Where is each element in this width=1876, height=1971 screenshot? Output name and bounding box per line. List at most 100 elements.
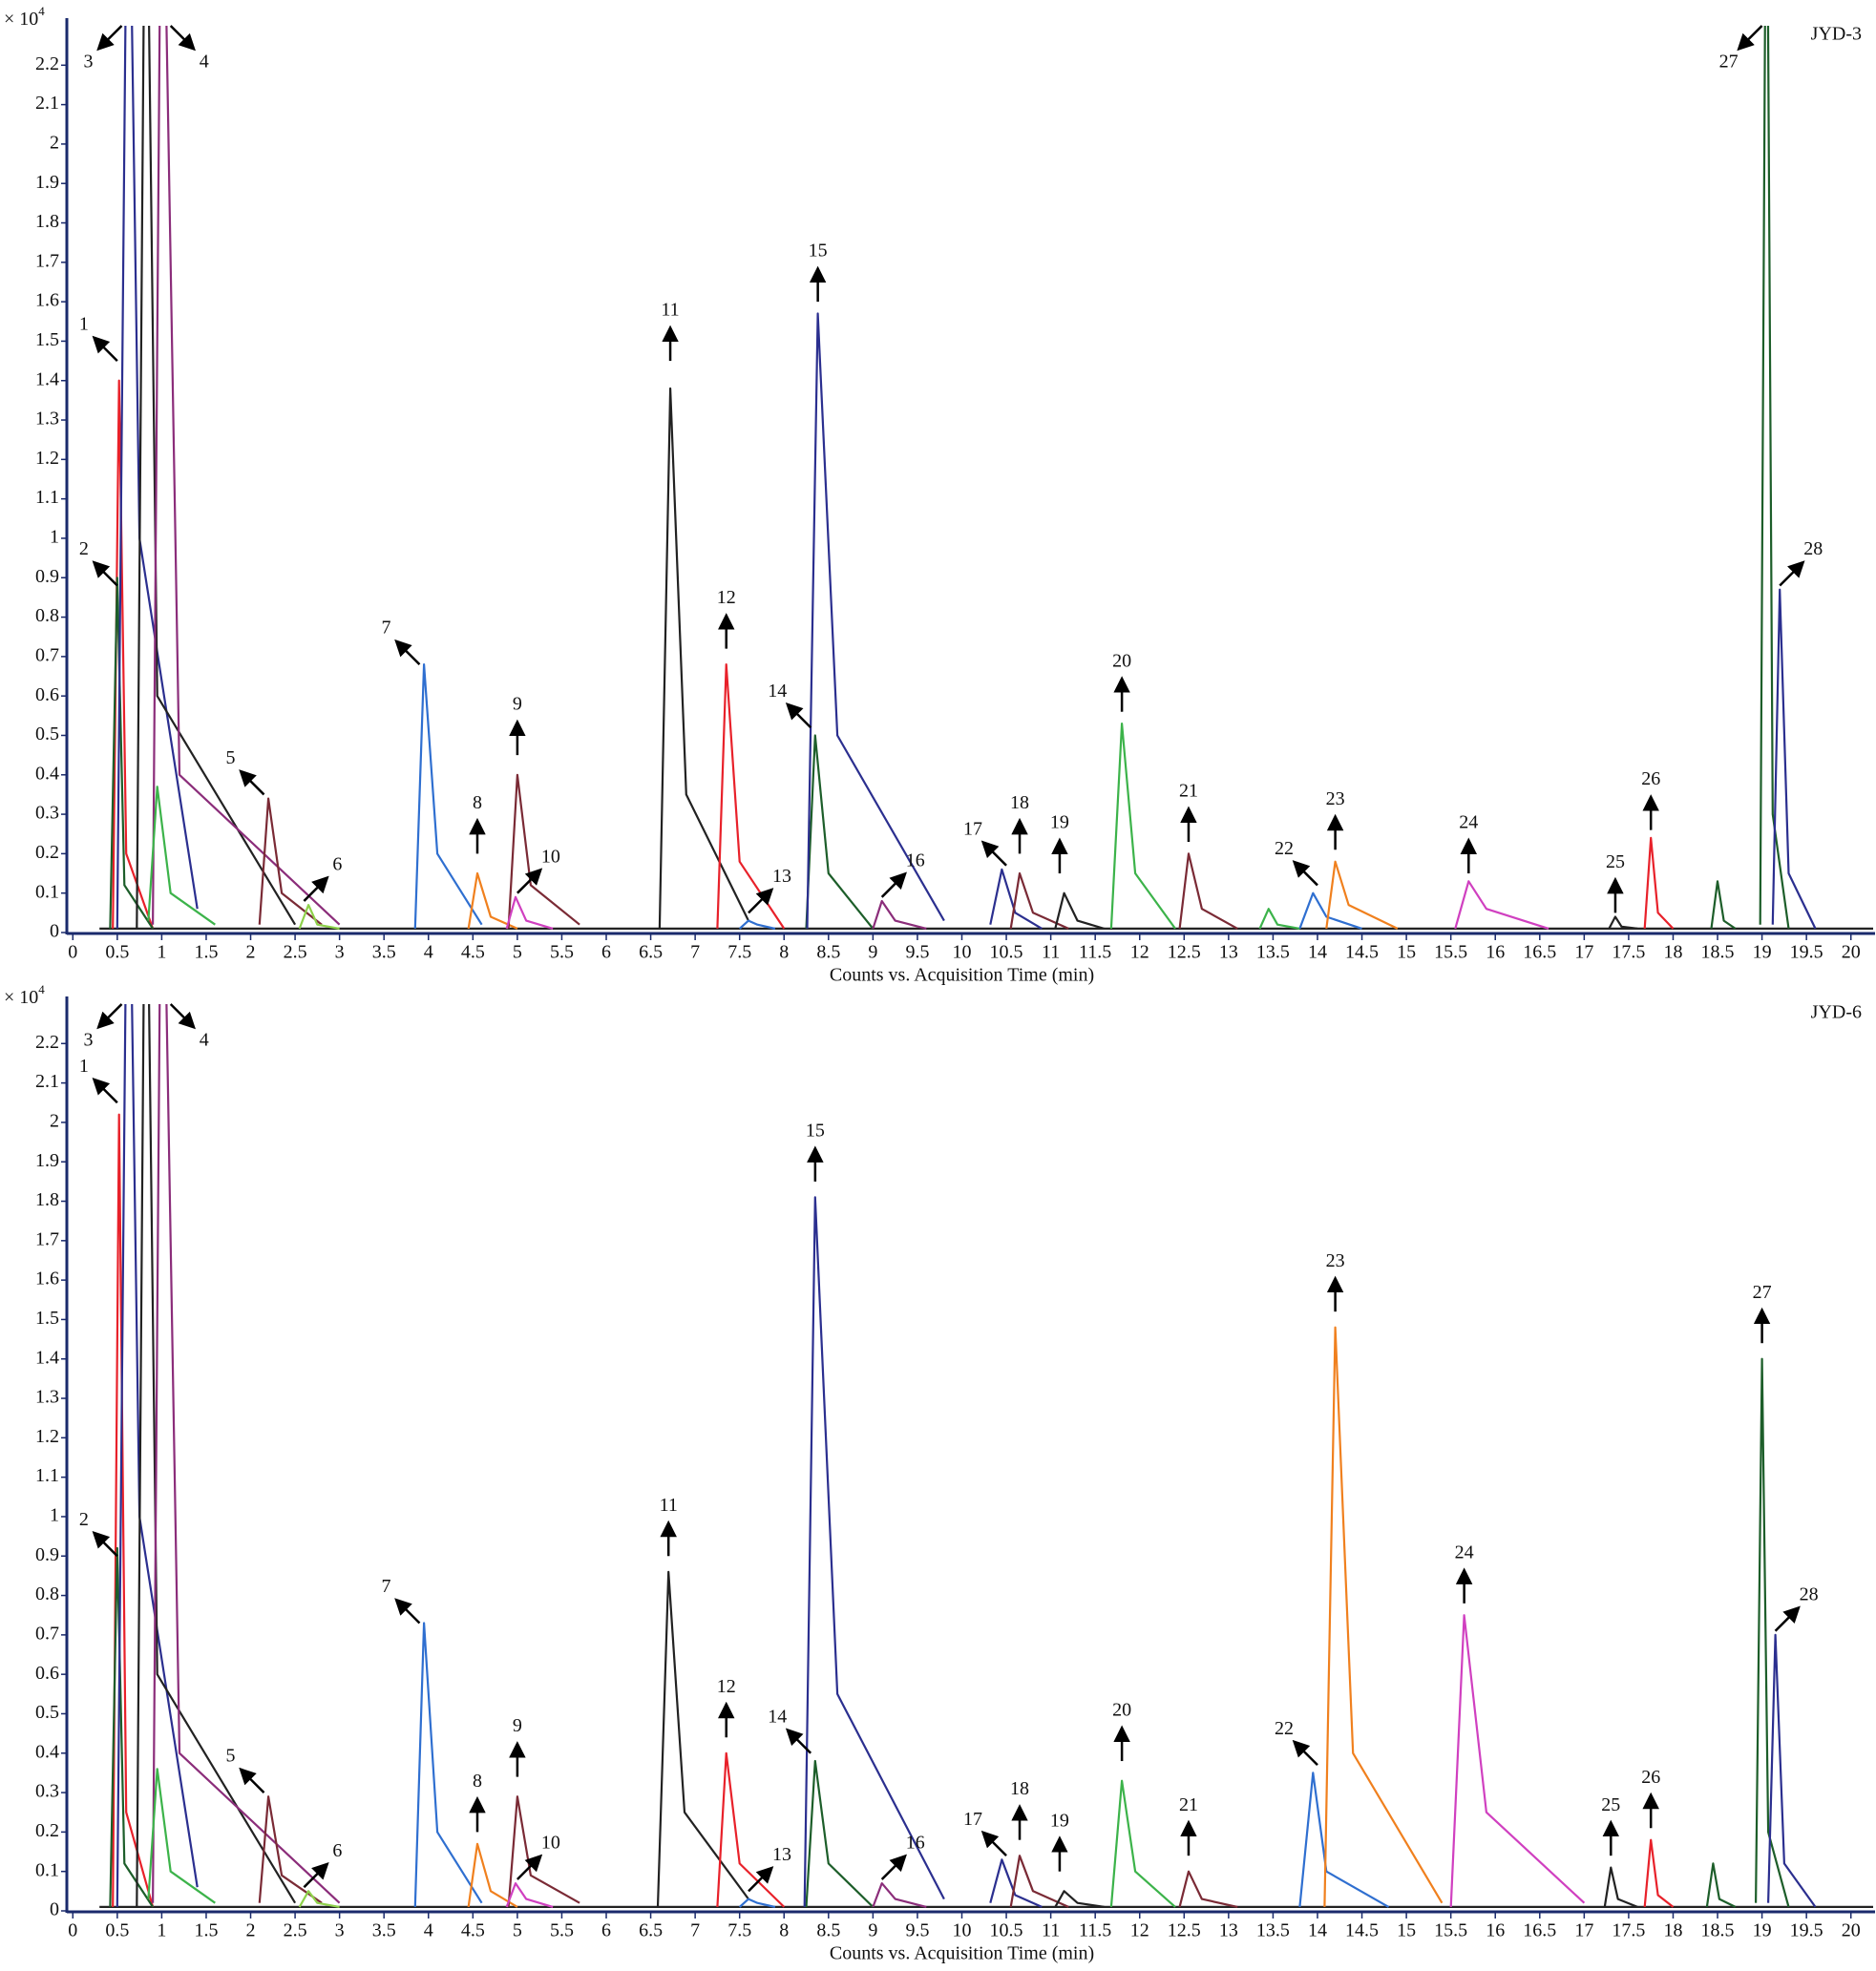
peak-label: 6 (332, 854, 342, 875)
x-tick-label: 16.5 (1523, 1920, 1556, 1941)
x-tick-label: 19.5 (1790, 1920, 1823, 1941)
x-tick-label: 15 (1397, 942, 1416, 963)
x-tick-label: 5.5 (550, 1920, 574, 1941)
y-tick-label: 1.4 (35, 1347, 59, 1368)
chromatogram-trace (658, 387, 749, 929)
x-tick-label: 13.5 (1256, 942, 1290, 963)
x-tick-label: 2.5 (284, 1920, 307, 1941)
peak-arrow (1774, 1605, 1801, 1632)
chromatogram-trace (1603, 1866, 1638, 1908)
peak-label: 21 (1179, 781, 1198, 802)
x-tick-label: 4.5 (461, 942, 485, 963)
peak-label: 10 (541, 846, 560, 867)
peak-label: 13 (772, 866, 791, 887)
chromatogram-trace (805, 1759, 875, 1908)
peak-arrow (96, 25, 123, 52)
y-tick-label: 0.9 (35, 1544, 59, 1565)
peak-label: 3 (83, 1030, 93, 1051)
peak-label: 17 (963, 818, 982, 839)
x-tick-label: 9 (868, 1920, 877, 1941)
chromatogram-trace (507, 773, 580, 929)
chart-title: JYD-3 (1811, 24, 1862, 45)
y-tick-label: 1.3 (35, 1387, 59, 1408)
peak-label: 24 (1459, 812, 1478, 833)
y-tick-label: 1.2 (35, 1426, 59, 1447)
chromatogram-trace (989, 1858, 1043, 1908)
peak-label: 16 (906, 1833, 925, 1854)
chromatogram-trace (1178, 1870, 1238, 1908)
x-tick-label: 2.5 (284, 942, 307, 963)
chromatogram-trace (1608, 915, 1638, 930)
y-tick-label: 0.3 (35, 1781, 59, 1802)
y-tick-label: 0.2 (35, 1820, 59, 1841)
peak-arrow (394, 1598, 421, 1625)
peak-arrow (303, 875, 329, 902)
chromatogram-trace (872, 899, 927, 930)
y-tick-label: 1.7 (35, 1228, 59, 1249)
x-tick-label: 19 (1753, 942, 1772, 963)
x-tick-label: 15.5 (1434, 942, 1467, 963)
peak-arrow (785, 1728, 812, 1754)
x-tick-label: 7.5 (727, 942, 751, 963)
y-scale-exponent: 4 (38, 982, 45, 996)
chromatogram-trace (738, 1898, 776, 1908)
x-tick-label: 10.5 (990, 942, 1023, 963)
chromatogram-trace (989, 868, 1043, 930)
chromatogram-trace (1054, 1890, 1105, 1908)
peak-arrow (92, 1530, 118, 1558)
x-tick-label: 8.5 (816, 942, 840, 963)
peak-arrow (1292, 1739, 1318, 1767)
x-tick-label: 3.5 (372, 1920, 396, 1941)
peak-label: 11 (660, 1495, 678, 1516)
x-tick-label: 12 (1130, 942, 1149, 963)
chromatogram-trace (1009, 1855, 1069, 1908)
chromatogram-trace (1643, 1838, 1675, 1908)
peak-label: 6 (332, 1840, 342, 1861)
y-tick-label: 2.1 (35, 1071, 59, 1092)
y-tick-label: 1.5 (35, 329, 59, 350)
peak-label: 18 (1010, 1778, 1029, 1799)
y-tick-label: 1.9 (35, 1150, 59, 1171)
x-tick-label: 19.5 (1790, 942, 1823, 963)
peak-label: 4 (200, 1030, 209, 1051)
chromatogram-trace (1258, 908, 1300, 930)
x-tick-label: 13 (1219, 1920, 1238, 1941)
peak-label: 9 (513, 694, 522, 715)
x-tick-label: 12.5 (1168, 942, 1201, 963)
y-tick-label: 0.8 (35, 1583, 59, 1604)
chart-panel: × 104JYD-600.10.20.30.40.50.60.70.80.911… (4, 982, 1875, 1964)
chromatogram-trace (1054, 891, 1105, 930)
chromatogram-trace (803, 1196, 945, 1907)
y-tick-label: 0.3 (35, 803, 59, 824)
x-tick-label: 5 (513, 1920, 522, 1941)
x-tick-label: 12.5 (1168, 1920, 1201, 1941)
peak-label: 13 (772, 1844, 791, 1865)
x-tick-label: 17.5 (1612, 1920, 1645, 1941)
peak-arrow (92, 560, 118, 587)
peak-label: 27 (1753, 1282, 1772, 1303)
peak-label: 18 (1010, 792, 1029, 813)
y-tick-label: 1.5 (35, 1308, 59, 1329)
chromatogram-trace (1323, 1326, 1444, 1907)
peak-arrow (92, 335, 118, 362)
chromatogram-trace (109, 577, 155, 930)
y-tick-label: 1 (50, 1505, 59, 1526)
x-tick-label: 1 (157, 1920, 166, 1941)
chromatogram-trace (656, 1570, 749, 1907)
x-tick-label: 11.5 (1079, 942, 1111, 963)
chromatogram-trace (116, 1004, 199, 1907)
peak-label: 19 (1050, 812, 1069, 833)
x-tick-label: 13.5 (1256, 1920, 1290, 1941)
x-tick-label: 3 (335, 1920, 345, 1941)
peak-label: 9 (513, 1715, 522, 1736)
x-tick-label: 2 (246, 1920, 256, 1941)
x-tick-label: 7 (690, 942, 700, 963)
x-tick-label: 8 (779, 942, 789, 963)
x-tick-label: 18.5 (1701, 942, 1735, 963)
chromatogram-trace (136, 1004, 297, 1907)
peak-label: 25 (1601, 1794, 1620, 1815)
peak-arrow (394, 639, 421, 666)
peak-arrow (516, 1854, 543, 1880)
x-tick-label: 1.5 (194, 1920, 218, 1941)
y-tick-label: 1.9 (35, 172, 59, 193)
